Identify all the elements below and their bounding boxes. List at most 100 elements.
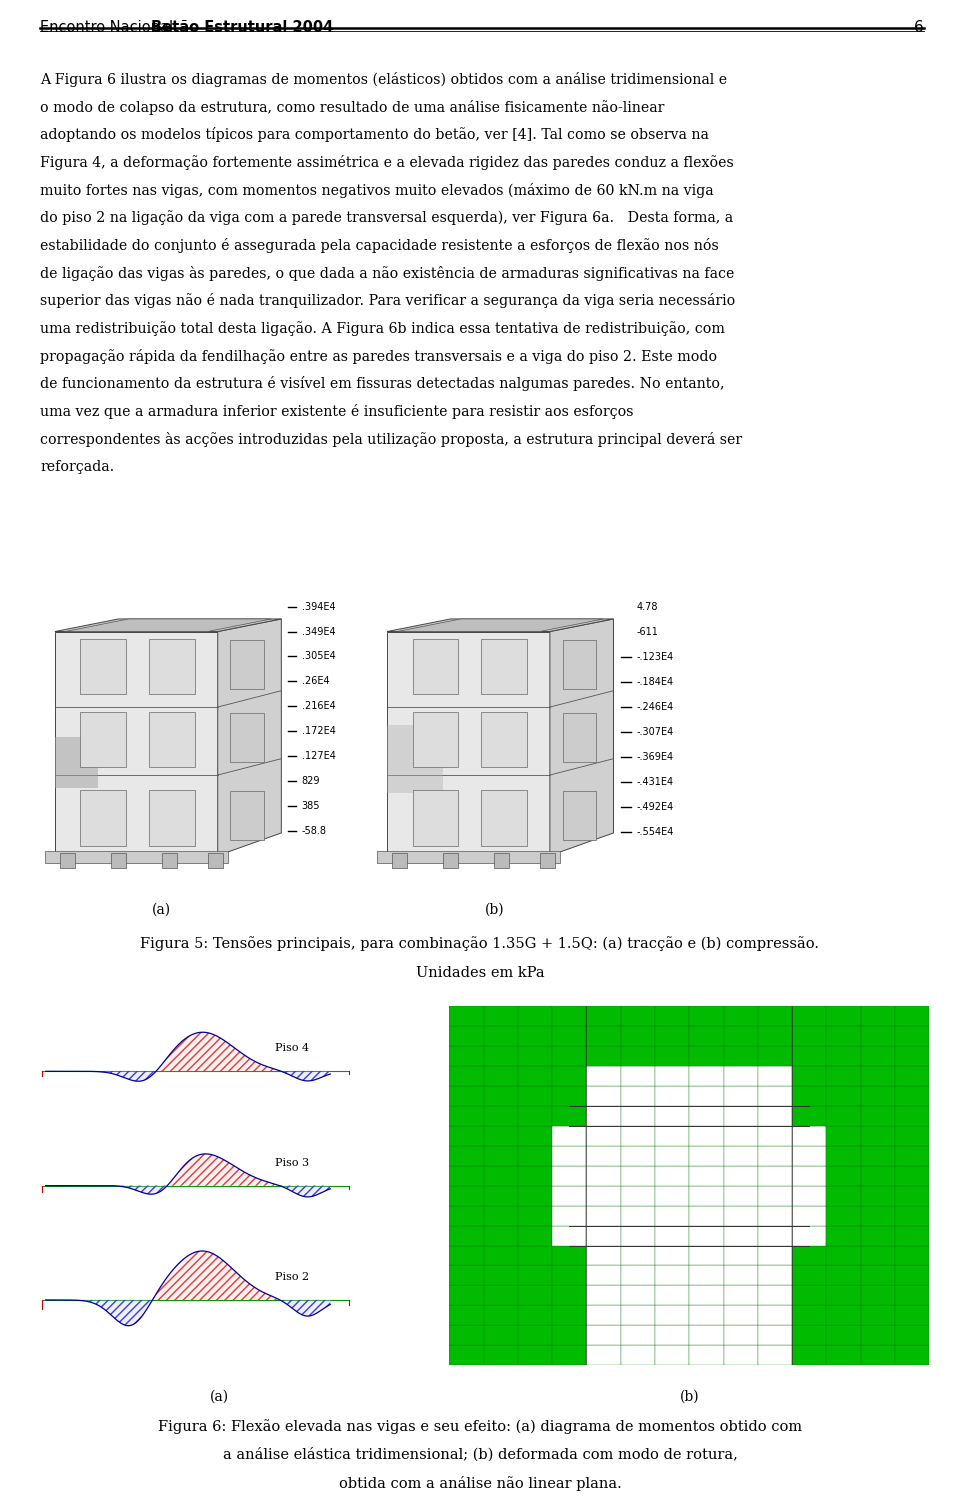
Polygon shape	[377, 850, 560, 864]
Bar	[449, 1046, 484, 1066]
Text: .216E4: .216E4	[301, 701, 335, 711]
Bar	[792, 1186, 827, 1205]
Bar	[552, 1226, 587, 1246]
Bar	[757, 1246, 792, 1265]
Text: Figura 6: Flexão elevada nas vigas e seu efeito: (a) diagrama de momentos obtido: Figura 6: Flexão elevada nas vigas e seu…	[158, 1419, 802, 1434]
Bar	[449, 1226, 484, 1246]
Bar	[861, 1246, 895, 1265]
Bar	[484, 1205, 517, 1226]
Bar	[724, 1265, 757, 1286]
Bar	[587, 1265, 621, 1286]
Bar	[449, 1265, 484, 1286]
Bar	[895, 1166, 929, 1186]
Bar	[621, 1085, 655, 1106]
Bar	[449, 1126, 484, 1145]
Bar	[724, 1085, 757, 1106]
Bar	[484, 1346, 517, 1365]
Bar	[552, 1265, 587, 1286]
Bar	[792, 1205, 827, 1226]
Bar	[449, 1205, 484, 1226]
Bar	[587, 1186, 621, 1205]
Bar	[449, 1006, 484, 1025]
Bar	[587, 1145, 621, 1166]
Bar	[413, 639, 458, 695]
Bar	[757, 1106, 792, 1126]
Bar	[517, 1305, 552, 1325]
Text: 6: 6	[914, 19, 924, 36]
Bar	[81, 790, 126, 846]
Text: -.246E4: -.246E4	[636, 702, 674, 713]
Bar	[689, 1325, 724, 1346]
Text: 385: 385	[301, 801, 320, 811]
Bar	[689, 1145, 724, 1166]
Text: estabilidade do conjunto é assegurada pela capacidade resistente a esforços de f: estabilidade do conjunto é assegurada pe…	[40, 238, 719, 253]
Bar	[484, 1286, 517, 1305]
Bar	[689, 1265, 724, 1286]
Polygon shape	[387, 618, 613, 632]
Bar	[655, 1205, 689, 1226]
Bar	[484, 1305, 517, 1325]
Bar	[484, 1186, 517, 1205]
Bar	[895, 1346, 929, 1365]
Bar	[517, 1265, 552, 1286]
Bar	[587, 1226, 621, 1246]
Bar	[895, 1265, 929, 1286]
Bar	[481, 713, 527, 768]
Bar	[895, 1305, 929, 1325]
Bar	[757, 1145, 792, 1166]
Bar	[484, 1325, 517, 1346]
Bar	[484, 1126, 517, 1145]
Bar	[230, 713, 263, 762]
Text: -.554E4: -.554E4	[636, 828, 674, 837]
Bar	[587, 1025, 621, 1046]
Bar	[861, 1025, 895, 1046]
Bar	[81, 713, 126, 768]
Bar	[724, 1246, 757, 1265]
Bar	[655, 1305, 689, 1325]
Text: Piso 2: Piso 2	[275, 1272, 309, 1281]
Bar	[493, 853, 509, 868]
Bar	[484, 1226, 517, 1246]
Bar	[861, 1126, 895, 1145]
Bar	[861, 1325, 895, 1346]
Bar	[484, 1006, 517, 1025]
Bar	[552, 1106, 587, 1126]
Bar	[230, 790, 263, 840]
Bar	[587, 1085, 621, 1106]
Polygon shape	[397, 618, 603, 632]
Bar	[517, 1066, 552, 1085]
Bar	[621, 1226, 655, 1246]
Bar	[587, 1126, 621, 1145]
Bar	[689, 1066, 724, 1085]
Bar	[449, 1085, 484, 1106]
Bar	[792, 1325, 827, 1346]
Bar	[724, 1166, 757, 1186]
Bar	[757, 1346, 792, 1365]
Bar	[449, 1066, 484, 1085]
Bar	[724, 1186, 757, 1205]
Text: -.123E4: -.123E4	[636, 653, 674, 662]
Text: correspondentes às acções introduzidas pela utilização proposta, a estrutura pri: correspondentes às acções introduzidas p…	[40, 431, 742, 448]
Bar	[861, 1166, 895, 1186]
Bar	[552, 1025, 587, 1046]
Bar	[827, 1025, 861, 1046]
Bar	[655, 1226, 689, 1246]
Bar	[757, 1325, 792, 1346]
Bar	[792, 1106, 827, 1126]
Bar	[552, 1305, 587, 1325]
Bar	[827, 1085, 861, 1106]
Bar	[861, 1106, 895, 1126]
Bar	[724, 1106, 757, 1126]
Bar	[757, 1006, 792, 1025]
Bar	[621, 1346, 655, 1365]
Bar	[552, 1006, 587, 1025]
Text: -.492E4: -.492E4	[636, 802, 674, 813]
Bar	[655, 1346, 689, 1365]
Bar	[587, 1205, 621, 1226]
Text: obtida com a análise não linear plana.: obtida com a análise não linear plana.	[339, 1476, 621, 1491]
Bar	[792, 1305, 827, 1325]
Bar	[60, 853, 75, 868]
Text: reforçada.: reforçada.	[40, 460, 114, 473]
Bar	[895, 1186, 929, 1205]
Bar	[517, 1106, 552, 1126]
